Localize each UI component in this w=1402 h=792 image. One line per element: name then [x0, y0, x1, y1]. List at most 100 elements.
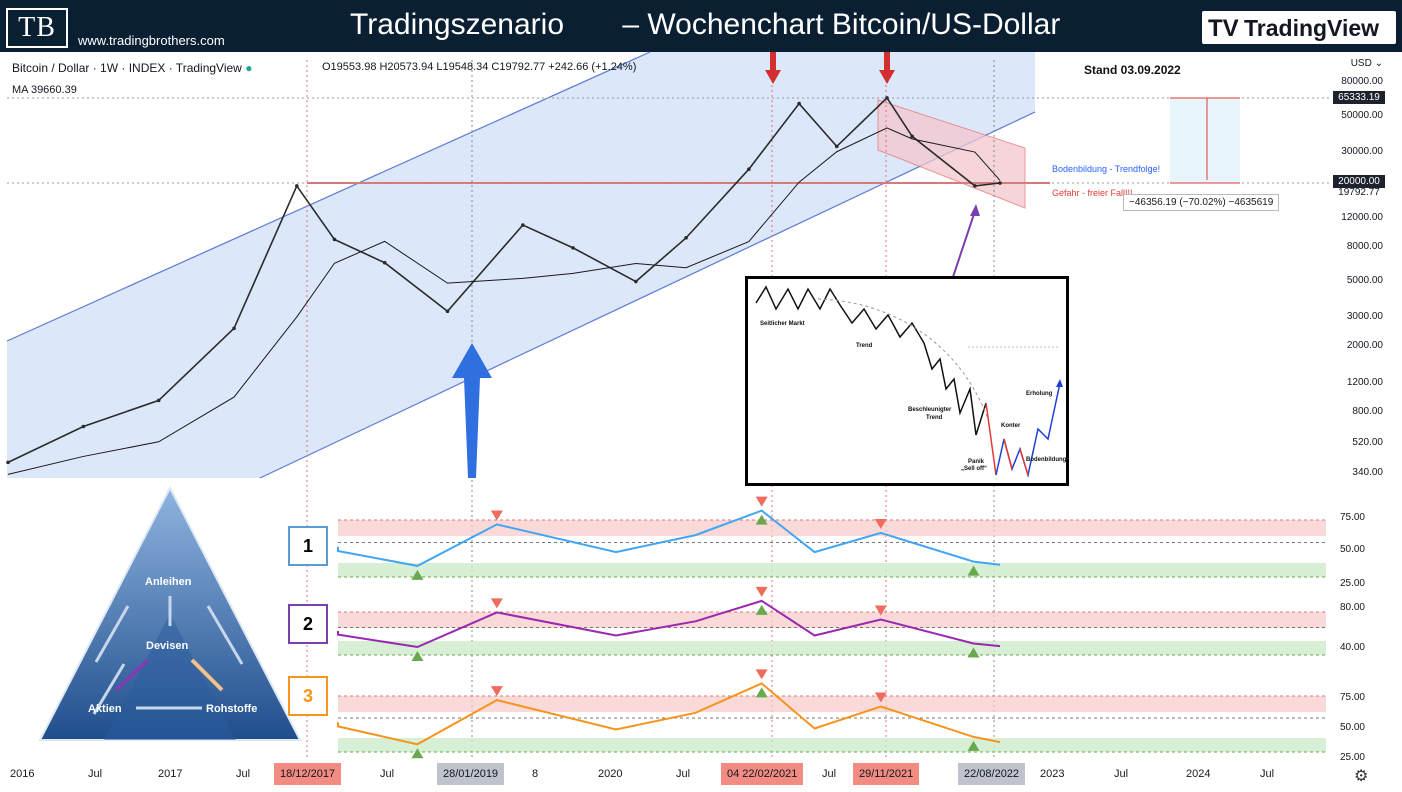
symbol-legend[interactable]: Bitcoin / Dollar · 1W · INDEX · TradingV… [12, 61, 252, 75]
oscillator-line [337, 599, 1001, 649]
inset-label-accel-2: Trend [926, 415, 943, 421]
measure-box [1170, 98, 1240, 183]
time-tick-label: 2023 [1040, 768, 1065, 780]
oversold-zone [338, 641, 1326, 655]
time-tick-label: Jul [88, 768, 103, 780]
sell-marker [490, 510, 503, 521]
price-tick-label: 80000.00 [1341, 76, 1383, 87]
price-point [332, 237, 337, 242]
top-arrow-2 [879, 52, 895, 84]
sell-marker [755, 586, 768, 597]
market-phase-inset: Seitlicher Markt Trend Beschleunigter Tr… [745, 276, 1069, 486]
pyramid-top-label: Anleihen [145, 576, 192, 588]
price-tag: 65333.19 [1333, 90, 1385, 104]
time-tag: 22/08/2022 [958, 763, 1026, 785]
time-tag: 04 22/02/2021 [721, 763, 804, 785]
price-point [521, 223, 525, 227]
time-tick-label: Jul [380, 768, 395, 780]
buy-marker [411, 651, 424, 662]
price-tick-label: 30000.00 [1341, 146, 1383, 158]
osc-tick-label: 50.00 [1339, 544, 1365, 555]
top-arrow-1 [765, 52, 781, 84]
currency-label[interactable]: USD ⌄ [1350, 58, 1383, 69]
inset-label-recovery: Erholung [1026, 391, 1053, 397]
time-tick-label: 2016 [10, 768, 35, 780]
buy-marker [967, 565, 980, 576]
time-tick-label: Jul [236, 768, 251, 780]
overbought-zone [338, 612, 1326, 628]
pyramid-right-label: Rohstoffe [206, 703, 258, 715]
channel-upper-line [6, 51, 651, 342]
time-tick-label: Jul [822, 768, 837, 780]
ma-line [7, 127, 1001, 475]
osc-tick-label: 75.00 [1339, 692, 1365, 703]
tradingview-logo[interactable]: TV TradingView [1202, 11, 1396, 44]
price-tick-label: 8000.00 [1346, 240, 1383, 252]
symbol-label: Bitcoin / Dollar · 1W · INDEX · TradingV… [12, 61, 242, 75]
pyramid-center-label: Devisen [146, 640, 189, 652]
gefahr-annotation: Gefahr - freier Fall!!! [1052, 188, 1133, 198]
price-point [797, 101, 801, 106]
time-tick-label: Jul [1260, 768, 1275, 780]
panel-3-label: 3 [288, 676, 328, 716]
time-tick-label: 2024 [1186, 768, 1211, 780]
time-tag: 28/01/2019 [437, 763, 505, 785]
buy-marker [755, 604, 768, 615]
buy-marker [967, 647, 980, 658]
overbought-zone [338, 520, 1326, 536]
inset-label-selloff: „Sell off“ [961, 466, 988, 472]
market-phase-diagram [755, 285, 1063, 478]
channel-lower-line [259, 111, 1036, 479]
osc-tick-label: 40.00 [1339, 642, 1365, 653]
time-tick-label: 2017 [158, 768, 183, 780]
trend-channel [7, 52, 1035, 478]
osc-tick-label: 25.00 [1339, 578, 1365, 589]
osc-tick-label: 50.00 [1339, 722, 1365, 733]
stand-date: Stand 03.09.2022 [1084, 63, 1181, 77]
price-tag: 20000.00 [1333, 175, 1385, 189]
osc-tick-label: 80.00 [1339, 602, 1365, 613]
ma-legend[interactable]: MA 39660.39 [12, 84, 77, 96]
buy-marker [411, 748, 424, 759]
price-tick-label: 800.00 [1352, 405, 1383, 417]
price-point [998, 181, 1002, 185]
oscillator-line [337, 509, 1001, 567]
time-tick-label: Jul [1114, 768, 1129, 780]
inset-label-sideways: Seitlicher Markt [760, 321, 805, 327]
sell-marker [874, 692, 887, 703]
site-url[interactable]: www.tradingbrothers.com [78, 33, 225, 48]
oscillator-line [337, 682, 1001, 746]
time-tag: 18/12/2017 [274, 763, 342, 785]
price-tick-label: 520.00 [1352, 436, 1383, 448]
price-tick-label: 3000.00 [1346, 311, 1383, 323]
tradingview-label: TradingView [1244, 15, 1380, 41]
oversold-zone [338, 563, 1326, 577]
inset-label-bottom: Bodenbildung [1026, 457, 1067, 463]
panel-2-label: 2 [288, 604, 328, 644]
price-point [81, 424, 86, 429]
oversold-zone [338, 738, 1326, 752]
time-tick-label: 2020 [598, 768, 623, 780]
overbought-zone [338, 696, 1326, 712]
asset-pyramid [38, 485, 302, 741]
price-tick-label: 12000.00 [1341, 211, 1383, 223]
header-bar: TB www.tradingbrothers.com Tradingszenar… [0, 0, 1402, 52]
price-point [571, 246, 575, 250]
price-point [747, 167, 751, 172]
tradingview-icon: TV [1208, 15, 1239, 42]
inset-label-trend: Trend [856, 343, 873, 349]
price-point [156, 398, 161, 403]
price-tick-label: 5000.00 [1346, 274, 1383, 286]
price-tag: 19792.77 [1338, 187, 1380, 198]
pyramid-left-label: Aktien [88, 703, 122, 715]
time-tag: 29/11/2021 [853, 763, 920, 785]
price-tick-label: 50000.00 [1341, 109, 1383, 121]
settings-gear-icon[interactable]: ⚙ [1354, 768, 1369, 785]
panel-1-label: 1 [288, 526, 328, 566]
sell-marker [874, 518, 887, 529]
boden-annotation: Bodenbildung - Trendfolge! [1052, 164, 1161, 174]
price-point [910, 134, 914, 139]
inset-label-accel: Beschleunigter [908, 407, 952, 413]
sell-marker [490, 686, 503, 697]
